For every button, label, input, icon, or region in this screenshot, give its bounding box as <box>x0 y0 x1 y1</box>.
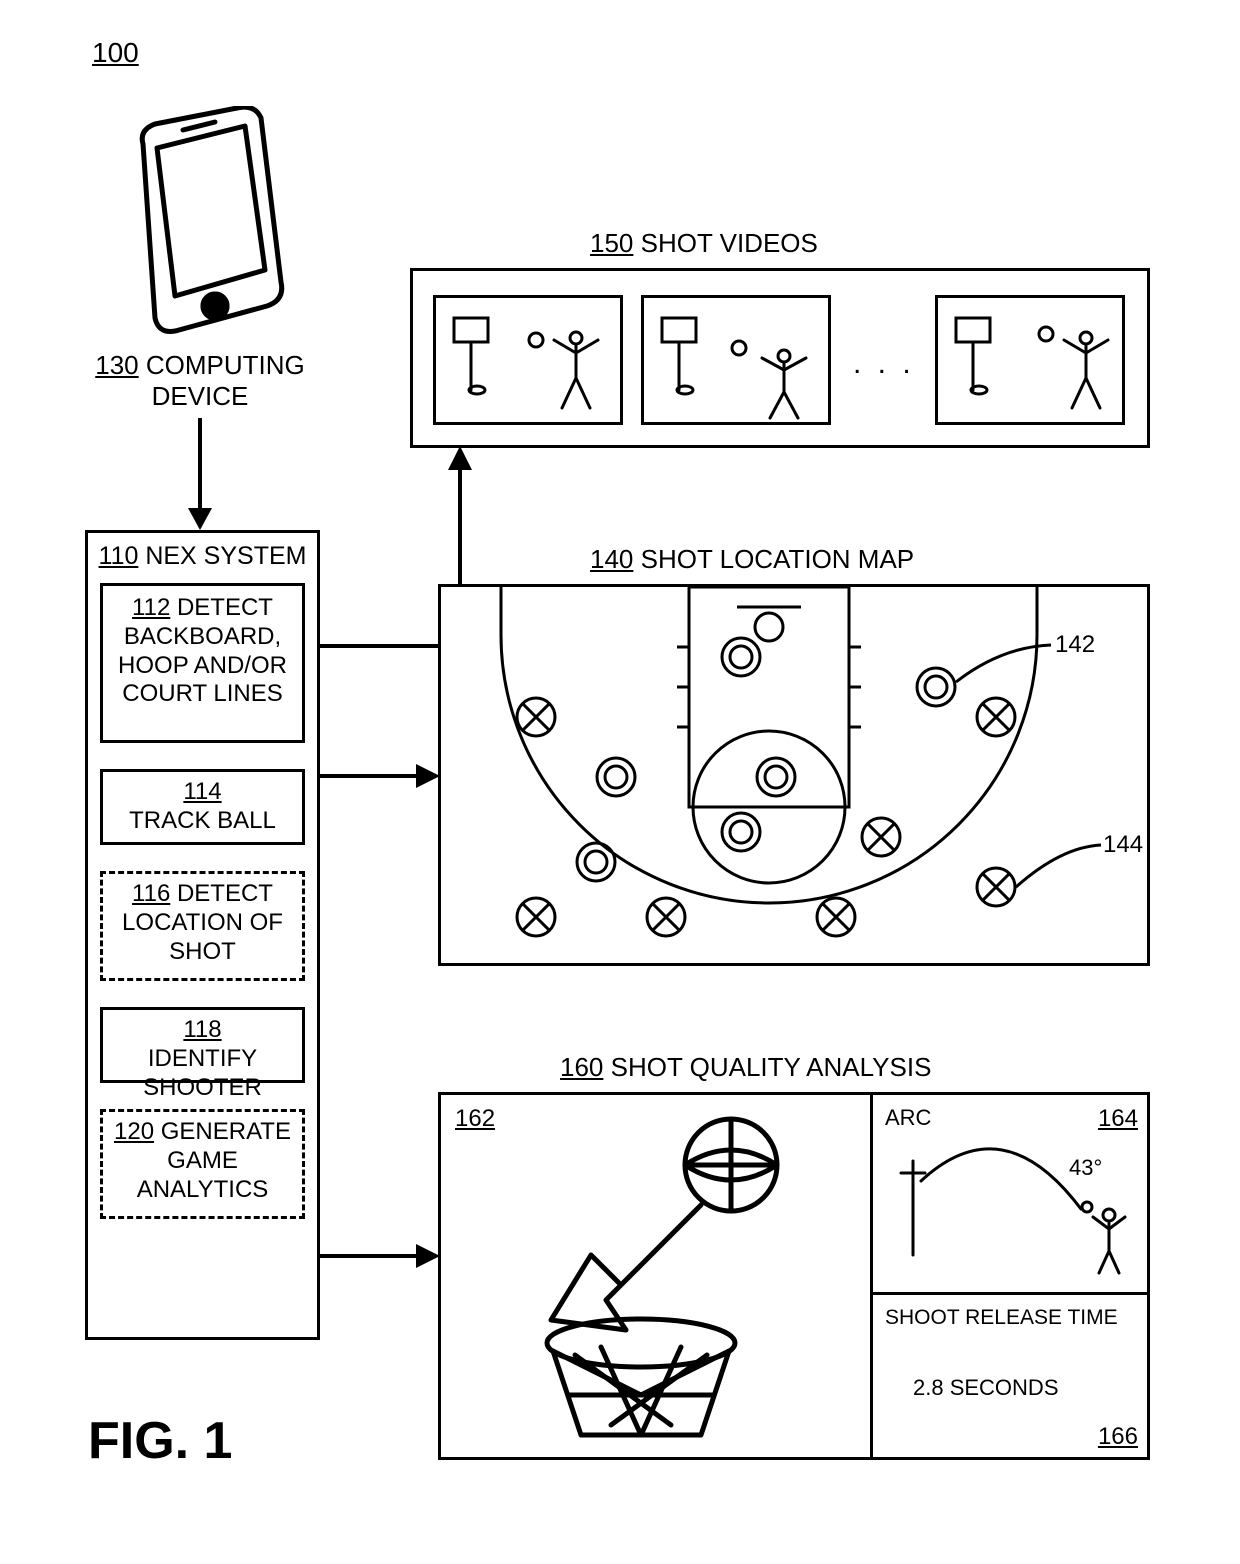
time-ref: 166 <box>1098 1423 1138 1452</box>
module-114-text: TRACK BALL <box>109 807 296 836</box>
module-120-text: GENERATE GAME ANALYTICS <box>137 1118 291 1203</box>
shot-videos-title: 150 SHOT VIDEOS <box>590 228 818 259</box>
shot-map-label: SHOT LOCATION MAP <box>641 544 915 574</box>
shot-map-ref: 140 <box>590 544 633 574</box>
video-frame-1 <box>433 295 623 425</box>
quality-title: 160 SHOT QUALITY ANALYSIS <box>560 1052 931 1083</box>
figure-ref-100: 100 <box>92 36 139 70</box>
arc-ref: 164 <box>1098 1105 1138 1134</box>
module-114-ref: 114 <box>183 778 221 805</box>
quality-label: SHOT QUALITY ANALYSIS <box>611 1052 932 1082</box>
device-label: 130 COMPUTING DEVICE <box>70 350 330 412</box>
shot-map-box: 142 144 <box>438 584 1150 966</box>
module-116: 116 DETECT LOCATION OF SHOT <box>100 871 305 981</box>
system-title: NEX SYSTEM <box>145 542 306 570</box>
arc-title: ARC <box>885 1105 931 1131</box>
module-118-text: IDENTIFY SHOOTER <box>109 1045 296 1103</box>
quality-box: 162 <box>438 1092 1150 1460</box>
arrow-system-to-quality <box>320 1236 440 1276</box>
device-ref: 130 <box>95 350 138 380</box>
shot-clip-icon <box>938 298 1128 428</box>
quality-arc-panel: ARC 164 43° <box>873 1095 1150 1295</box>
shot-videos-ref: 150 <box>590 228 633 258</box>
module-118: 118 IDENTIFY SHOOTER <box>100 1007 305 1083</box>
shot-videos-label: SHOT VIDEOS <box>641 228 818 258</box>
module-112-ref: 112 <box>132 594 170 621</box>
module-116-ref: 116 <box>132 880 170 907</box>
arc-value: 43° <box>1069 1155 1102 1181</box>
time-title: SHOOT RELEASE TIME <box>885 1305 1125 1331</box>
quality-left-ref: 162 <box>455 1105 495 1134</box>
miss-ref-144: 144 <box>1103 831 1143 860</box>
smartphone-icon <box>115 106 285 346</box>
video-frame-2 <box>641 295 831 425</box>
module-120-ref: 120 <box>114 1118 154 1145</box>
nex-system-box: 110 NEX SYSTEM 112 DETECT BACKBOARD, HOO… <box>85 530 320 1340</box>
quality-left-panel: 162 <box>441 1095 873 1457</box>
module-112: 112 DETECT BACKBOARD, HOOP AND/OR COURT … <box>100 583 305 743</box>
court-svg <box>441 587 1150 966</box>
module-114: 114 TRACK BALL <box>100 769 305 845</box>
module-120: 120 GENERATE GAME ANALYTICS <box>100 1109 305 1219</box>
made-ref-142: 142 <box>1055 631 1095 660</box>
video-ellipsis: . . . <box>853 346 915 382</box>
shot-clip-icon <box>644 298 834 428</box>
arrow-device-to-system <box>180 418 220 530</box>
time-value: 2.8 SECONDS <box>913 1375 1059 1401</box>
system-ref: 110 <box>99 542 139 570</box>
figure-caption: FIG. 1 <box>88 1410 232 1472</box>
quality-ref: 160 <box>560 1052 603 1082</box>
shot-map-title: 140 SHOT LOCATION MAP <box>590 544 914 575</box>
video-frame-3 <box>935 295 1125 425</box>
module-118-ref: 118 <box>183 1016 221 1043</box>
shot-clip-icon <box>436 298 626 428</box>
device-label-text: COMPUTING DEVICE <box>146 350 305 411</box>
quality-time-panel: SHOOT RELEASE TIME 2.8 SECONDS 166 <box>873 1295 1150 1460</box>
shot-videos-box: . . . <box>410 268 1150 448</box>
ball-hoop-icon <box>441 1095 873 1457</box>
arrow-system-to-map <box>320 756 440 796</box>
